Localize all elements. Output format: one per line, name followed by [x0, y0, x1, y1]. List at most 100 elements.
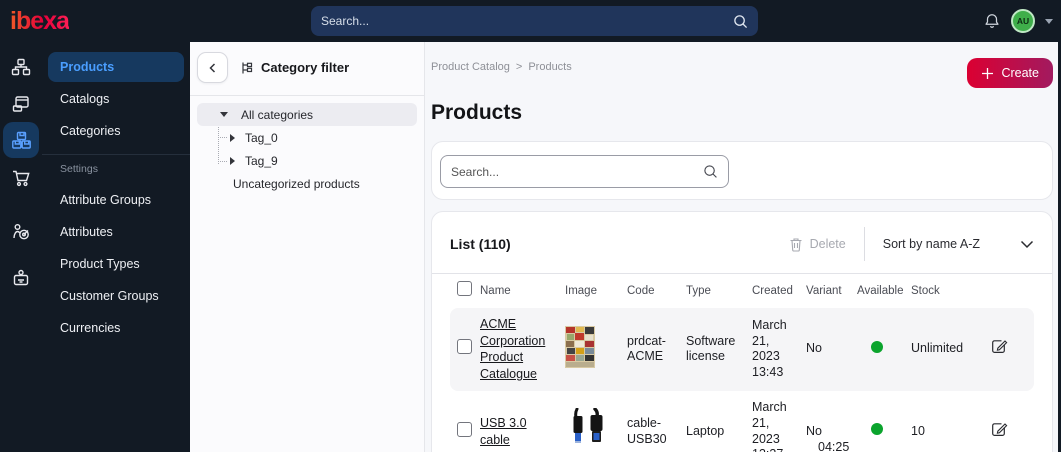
vertical-divider: [863, 227, 865, 261]
bell-icon[interactable]: [983, 12, 1001, 30]
breadcrumb: Product Catalog > Products: [431, 61, 572, 73]
tree-item-tag-0[interactable]: Tag_0: [197, 126, 417, 149]
user-avatar[interactable]: AU: [1011, 9, 1035, 33]
partial-next-row-created-time: 04:25: [818, 440, 850, 452]
collapse-panel-button[interactable]: [197, 52, 228, 83]
caret-down-icon[interactable]: [220, 112, 228, 117]
sort-dropdown[interactable]: Sort by name A-Z: [883, 237, 1034, 251]
edit-button[interactable]: [991, 421, 1008, 441]
sidebar-item-product-types[interactable]: Product Types: [60, 257, 140, 271]
caret-right-icon[interactable]: [230, 133, 235, 142]
tree-item-all-categories[interactable]: All categories: [197, 103, 417, 126]
product-thumbnail: [565, 407, 627, 452]
sidebar-menu: Products Catalogs Categories Settings At…: [42, 42, 190, 452]
column-header-variant: Variant: [806, 284, 842, 297]
sort-dropdown-label: Sort by name A-Z: [882, 237, 980, 251]
tree-item-label: Uncategorized products: [233, 176, 360, 191]
tree-item-uncategorized[interactable]: Uncategorized products: [197, 172, 417, 195]
product-code: cable-USB30: [627, 415, 667, 446]
table-row[interactable]: USB 3.0 cable: [450, 391, 1034, 452]
pages-icon[interactable]: [3, 86, 39, 122]
delete-button-label: Delete: [809, 237, 846, 251]
select-all-checkbox[interactable]: [457, 281, 472, 297]
search-icon: [704, 165, 717, 178]
column-header-type: Type: [686, 284, 711, 297]
tree-item-tag-9[interactable]: Tag_9: [197, 149, 417, 172]
sitemap-icon[interactable]: [3, 49, 39, 85]
product-variant: No: [806, 423, 822, 438]
cart-icon[interactable]: [3, 160, 39, 196]
audience-icon[interactable]: [3, 214, 39, 250]
product-created: March 21, 2023 13:43: [752, 318, 787, 379]
search-icon: [734, 14, 748, 28]
row-checkbox[interactable]: [457, 421, 472, 437]
category-filter-title-text: Category filter: [261, 60, 350, 75]
breadcrumb-product-catalog[interactable]: Product Catalog: [431, 61, 510, 73]
delete-button[interactable]: Delete: [789, 237, 846, 252]
product-name-link[interactable]: USB 3.0 cable: [480, 415, 527, 447]
sidebar-item-attributes[interactable]: Attributes: [60, 225, 113, 239]
edit-icon: [992, 422, 1008, 436]
list-divider: [432, 273, 1052, 274]
caret-down-icon[interactable]: [1045, 18, 1053, 24]
edit-icon: [992, 340, 1008, 354]
search-card: [431, 141, 1053, 200]
create-button[interactable]: Create: [967, 58, 1053, 88]
products-boxes-icon[interactable]: [3, 122, 39, 158]
product-variant: No: [806, 341, 822, 356]
breadcrumb-products[interactable]: Products: [528, 61, 572, 73]
global-search[interactable]: [311, 6, 758, 36]
product-stock: Unlimited: [911, 341, 964, 356]
table-header-row: Name Image Code Type Created Variant Ava…: [450, 274, 1034, 308]
create-button-label: Create: [1001, 66, 1039, 80]
product-thumbnail: [565, 325, 627, 373]
top-bar: ibexa AU: [0, 0, 1061, 42]
trash-icon: [790, 237, 802, 252]
tree-guide: [218, 137, 227, 138]
list-actions: Delete Sort by name A-Z: [789, 227, 1034, 261]
breadcrumb-separator: >: [515, 61, 523, 73]
sidebar-item-customer-groups[interactable]: Customer Groups: [60, 289, 159, 303]
global-search-input[interactable]: [321, 14, 733, 28]
edit-button[interactable]: [991, 338, 1008, 358]
id-badge-icon[interactable]: [3, 260, 39, 296]
plus-icon: [982, 67, 994, 79]
sidebar-divider: [42, 154, 190, 155]
column-header-image: Image: [565, 284, 597, 297]
main-content: Product Catalog > Products Create Produc…: [425, 42, 1061, 452]
sidebar-item-currencies[interactable]: Currencies: [60, 321, 121, 335]
product-list-card: List (110) Delete Sort by name A-Z: [431, 211, 1053, 452]
available-status-dot: [871, 423, 883, 436]
chevron-left-icon: [208, 62, 215, 73]
category-filter-header: Category filter: [190, 52, 424, 96]
sidebar-item-attribute-groups[interactable]: Attribute Groups: [60, 193, 152, 207]
page-title: Products: [431, 101, 523, 124]
ibexa-logo[interactable]: ibexa: [10, 6, 70, 35]
catalog-cover-thumbnail: [565, 325, 595, 368]
product-created: March 21, 2023 13:37: [752, 400, 787, 452]
chevron-down-icon: [1020, 240, 1034, 248]
caret-right-icon[interactable]: [230, 156, 235, 165]
usb-cable-thumbnail: [565, 407, 609, 451]
sidebar-item-catalogs[interactable]: Catalogs: [60, 92, 110, 106]
row-checkbox[interactable]: [457, 339, 472, 355]
list-search[interactable]: [440, 155, 729, 188]
tree-icon: [242, 62, 253, 73]
column-header-available: Available: [857, 284, 904, 297]
list-search-input[interactable]: [451, 164, 703, 179]
column-header-created: Created: [752, 284, 793, 297]
product-type: Laptop: [686, 423, 725, 438]
tree-item-label: All categories: [241, 107, 314, 122]
table-row[interactable]: ACME Corporation Product Catalogue: [450, 308, 1034, 391]
topbar-right-controls: AU: [983, 0, 1053, 42]
sidebar-item-products[interactable]: Products: [48, 52, 184, 82]
category-tree: All categories Tag_0 Tag_9 Uncategorized…: [197, 103, 417, 195]
app-shell: Products Catalogs Categories Settings At…: [0, 42, 1061, 452]
main-header: Product Catalog > Products Create: [431, 58, 1053, 88]
tree-guide: [218, 161, 227, 162]
product-name-link[interactable]: ACME Corporation Product Catalogue: [480, 317, 546, 381]
sidebar-item-categories[interactable]: Categories: [60, 124, 121, 138]
product-type: Software license: [686, 333, 736, 364]
list-title: List (110): [450, 236, 511, 252]
